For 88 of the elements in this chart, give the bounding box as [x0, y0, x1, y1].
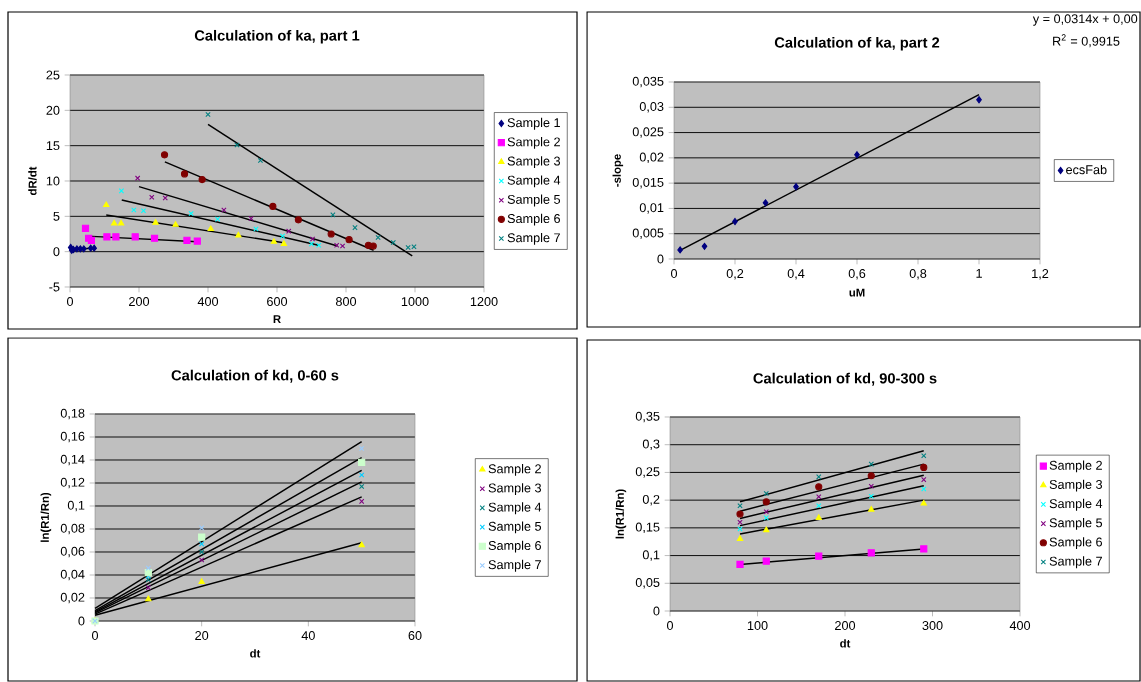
- y-tick-label: -5: [49, 282, 60, 292]
- y-tick-label: 0,05: [635, 578, 660, 589]
- x-tick-label: 200: [129, 297, 150, 307]
- y-tick-label: 0,035: [632, 76, 664, 88]
- y-tick-label: 0,1: [642, 550, 660, 561]
- x-axis-title: dt: [840, 639, 851, 648]
- y-axis-title: ln(R1/Rn): [40, 492, 52, 542]
- legend-label: Sample 5: [1049, 518, 1103, 530]
- x-tick-label: 0,6: [848, 269, 866, 280]
- x-tick-label: 200: [835, 621, 856, 631]
- y-tick-label: 0: [53, 247, 60, 257]
- text: R$^{2}$ = 0,9915: [1053, 34, 1120, 48]
- y-tick-label: 0,01: [639, 203, 664, 214]
- legend-label: Sample 5: [507, 194, 561, 207]
- y-tick-label: 0,18: [60, 408, 85, 420]
- x-tick-label: 60: [408, 631, 422, 641]
- y-tick-label: 20: [46, 105, 60, 115]
- y-tick-label: 0,15: [635, 522, 660, 534]
- legend-label: Sample 5: [488, 521, 542, 534]
- chart-title: Calculation of kd, 90-300 s: [753, 372, 937, 386]
- y-tick-label: 0,35: [635, 411, 660, 423]
- legend-label: Sample 6: [488, 540, 541, 553]
- y-tick-label: 0,2: [642, 494, 660, 506]
- y-tick-label: 0,06: [60, 546, 85, 558]
- y-tick-label: 25: [46, 70, 60, 80]
- x-tick-label: 0,8: [909, 269, 927, 280]
- y-tick-label: 0,03: [639, 102, 664, 113]
- y-tick-label: 0,3: [642, 439, 660, 450]
- x-tick-label: 300: [922, 621, 943, 631]
- x-tick-label: 1200: [470, 297, 498, 307]
- y-axis-title: -slope: [612, 154, 624, 187]
- y-tick-label: 0,015: [632, 177, 664, 189]
- legend-label: Sample 6: [507, 213, 560, 226]
- y-tick-label: 0,14: [60, 454, 85, 466]
- x-tick-label: 0,4: [787, 269, 805, 280]
- y-tick-label: 0,04: [60, 569, 85, 581]
- y-tick-label: 15: [46, 141, 60, 151]
- chart-title: Calculation of ka, part 1: [194, 29, 360, 44]
- y-tick-label: 0,25: [635, 467, 660, 478]
- legend-label: Sample 6: [1049, 537, 1103, 549]
- x-tick-label: 20: [195, 631, 209, 641]
- x-tick-label: 400: [197, 297, 219, 307]
- legend-label: Sample 1: [507, 117, 560, 130]
- x-axis-title: dt: [250, 649, 261, 658]
- y-tick-label: 0,005: [632, 228, 664, 239]
- y-tick-label: 0: [653, 606, 660, 616]
- y-axis-title: ln(R1/Rn): [615, 489, 627, 539]
- y-tick-label: 10: [46, 176, 60, 186]
- x-tick-label: 0: [666, 621, 674, 631]
- y-tick-label: 5: [53, 211, 60, 221]
- legend-label: Sample 3: [507, 156, 560, 169]
- y-axis-title: dR/dt: [28, 166, 37, 196]
- legend-label: Sample 2: [507, 137, 560, 149]
- legend-label: ecsFab: [1066, 164, 1107, 175]
- legend-label: Sample 4: [488, 502, 542, 515]
- text: y = 0,0314x + 0,00: [1032, 14, 1138, 26]
- x-tick-label: 1,2: [1032, 269, 1049, 280]
- x-tick-label: 800: [335, 297, 357, 307]
- y-tick-label: 0,025: [632, 127, 664, 138]
- y-tick-label: 0,02: [639, 152, 664, 164]
- y-tick-label: 0,08: [60, 523, 85, 535]
- x-tick-label: 100: [747, 621, 768, 631]
- x-tick-label: 0,2: [726, 269, 744, 280]
- chart-title: Calculation of ka, part 2: [774, 36, 940, 51]
- x-tick-label: 1000: [401, 297, 429, 307]
- x-axis-title: uM: [849, 288, 865, 297]
- legend-label: Sample 3: [1049, 479, 1103, 492]
- x-tick-label: 600: [267, 297, 288, 307]
- x-tick-label: 1: [976, 269, 982, 278]
- x-tick-label: 400: [1009, 621, 1031, 631]
- legend-label: Sample 7: [1049, 556, 1102, 569]
- x-axis-title: R: [273, 315, 281, 323]
- x-tick-label: 0: [91, 631, 99, 641]
- y-tick-label: 0,02: [60, 592, 85, 604]
- legend-label: Sample 7: [507, 232, 560, 245]
- chart-title: Calculation of kd, 0-60 s: [171, 369, 339, 383]
- x-tick-label: 0: [670, 269, 678, 279]
- legend-label: Sample 3: [488, 483, 541, 495]
- legend-label: Sample 7: [488, 559, 541, 572]
- y-tick-label: 0: [657, 254, 664, 264]
- y-tick-label: 0,1: [67, 500, 85, 512]
- x-tick-label: 40: [301, 631, 315, 641]
- legend-label: Sample 4: [1049, 498, 1103, 511]
- legend-label: Sample 2: [488, 463, 541, 476]
- y-tick-label: 0,16: [60, 431, 85, 443]
- legend-label: Sample 4: [507, 175, 561, 188]
- y-tick-label: 0,12: [60, 477, 85, 489]
- legend-label: Sample 2: [1049, 460, 1102, 473]
